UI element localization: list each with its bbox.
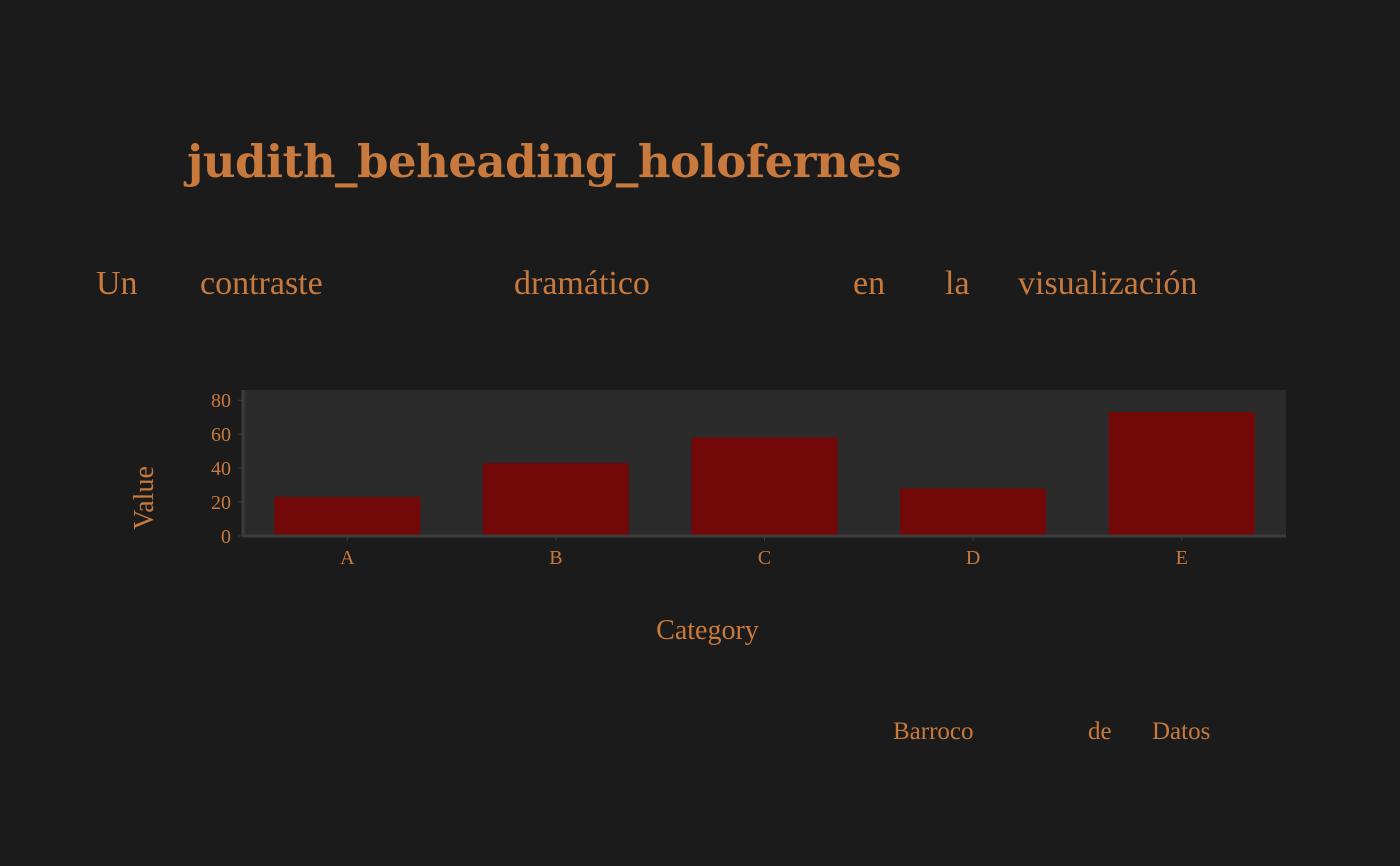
y-tick-label: 80 [211,390,231,412]
y-tick-label: 60 [211,424,231,446]
subtitle-word: la [945,265,970,302]
y-axis-ticks: 0 20 40 60 80 [211,390,243,548]
subtitle-word: visualización [1018,265,1198,302]
y-tick-label: 40 [211,458,231,480]
x-tick-label: E [1176,547,1188,569]
bars-group [274,412,1255,536]
bar-a [274,496,421,536]
y-axis-title: Value [129,466,160,530]
x-tick-label: C [758,547,771,569]
subtitle-word: dramático [514,265,650,302]
footer-word: de [1088,718,1112,745]
subtitle-word: contraste [200,265,323,302]
y-tick-label: 20 [211,492,231,514]
chart-title: judith_beheading_holofernes [187,135,902,188]
x-axis-title: Category [656,615,759,646]
x-tick-label: D [966,547,980,569]
y-tick-label: 0 [221,526,231,548]
x-axis-ticks: A B C D E [340,536,1188,569]
x-tick-label: A [340,547,355,569]
bar-c [691,437,838,536]
subtitle-word: en [853,265,886,302]
subtitle-word: Un [96,265,138,302]
x-tick-label: B [549,547,562,569]
bar-b [482,463,629,536]
footer-word: Barroco [893,718,974,745]
bar-e [1108,412,1255,536]
footer-word: Datos [1152,718,1211,745]
bar-d [900,488,1047,536]
